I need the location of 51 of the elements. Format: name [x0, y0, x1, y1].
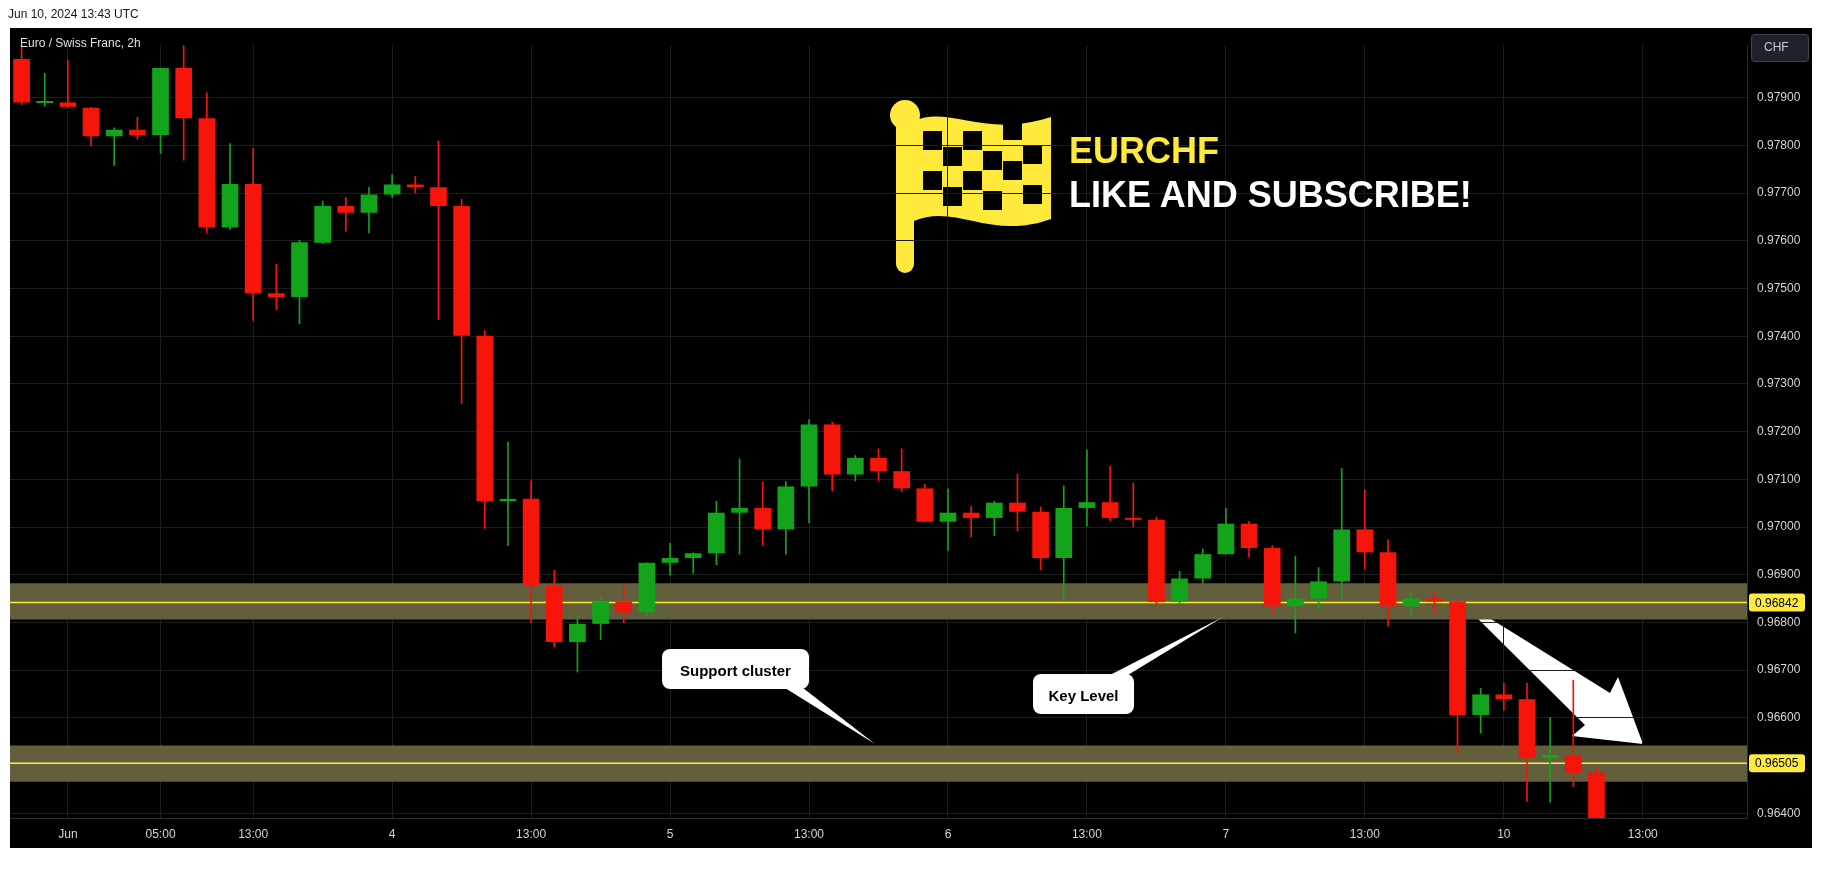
candlestick — [939, 488, 957, 551]
x-tick-label: Jun — [58, 826, 78, 841]
x-tick-label: 5 — [666, 826, 674, 841]
y-tick-label: 0.97000 — [1757, 519, 1801, 534]
x-tick-label: 10 — [1497, 826, 1511, 841]
x-tick-label: 13:00 — [238, 826, 269, 841]
candlestick — [1124, 482, 1142, 528]
candlestick — [105, 127, 123, 166]
y-tick-label: 0.97700 — [1757, 185, 1801, 200]
y-tick-label: 0.96700 — [1757, 662, 1801, 677]
x-tick-label: 13:00 — [794, 826, 825, 841]
annotation: Key Level — [1048, 686, 1119, 704]
y-tick-label: 0.97600 — [1757, 233, 1801, 248]
candlestick — [1541, 717, 1559, 803]
y-tick-label: 0.96900 — [1757, 567, 1801, 582]
x-tick-label: 13:00 — [1071, 826, 1103, 841]
y-tick-label: 0.97400 — [1757, 328, 1801, 343]
ref-line-label: 0.96842 — [1755, 595, 1799, 610]
y-tick-label: 0.97200 — [1757, 423, 1801, 438]
candlestick — [406, 176, 424, 193]
x-tick-label: 13:00 — [1349, 826, 1381, 841]
candlestick — [1078, 449, 1096, 527]
text: Jun 10, 2024 13:43 UTC — [8, 7, 139, 21]
x-tick-label: 7 — [1222, 826, 1230, 841]
y-tick-label: 0.96400 — [1757, 805, 1801, 820]
y-tick-label: 0.97900 — [1757, 89, 1801, 104]
candlestick — [59, 60, 77, 109]
y-tick-label: 0.97800 — [1757, 137, 1801, 152]
annotation: LIKE AND SUBSCRIBE! — [1069, 174, 1472, 215]
annotation: Support cluster — [680, 661, 791, 679]
ref-line-label: 0.96505 — [1755, 756, 1799, 771]
candlestick — [962, 506, 980, 537]
candlestick — [1564, 679, 1582, 787]
candlestick — [36, 73, 54, 107]
x-tick-label: 6 — [944, 826, 952, 841]
y-tick-label: 0.96600 — [1757, 710, 1801, 725]
y-tick-label: 0.96800 — [1757, 614, 1801, 629]
chart-title: Euro / Swiss Franc, 2h — [20, 36, 141, 50]
x-tick-label: 05:00 — [145, 826, 176, 841]
candlestick — [661, 542, 679, 576]
annotation: EURCHF — [1069, 130, 1219, 171]
x-tick-label: 4 — [388, 826, 396, 841]
x-tick-label: 13:00 — [1627, 826, 1659, 841]
y-tick-label: 0.97300 — [1757, 376, 1801, 391]
x-tick-label: 13:00 — [516, 826, 547, 841]
y-axis-title: CHF — [1751, 34, 1809, 62]
candlestick — [684, 552, 702, 574]
y-tick-label: 0.97100 — [1757, 471, 1801, 486]
candlestick — [337, 197, 355, 232]
y-tick-label: 0.97500 — [1757, 280, 1801, 295]
candlestick — [1495, 682, 1513, 711]
